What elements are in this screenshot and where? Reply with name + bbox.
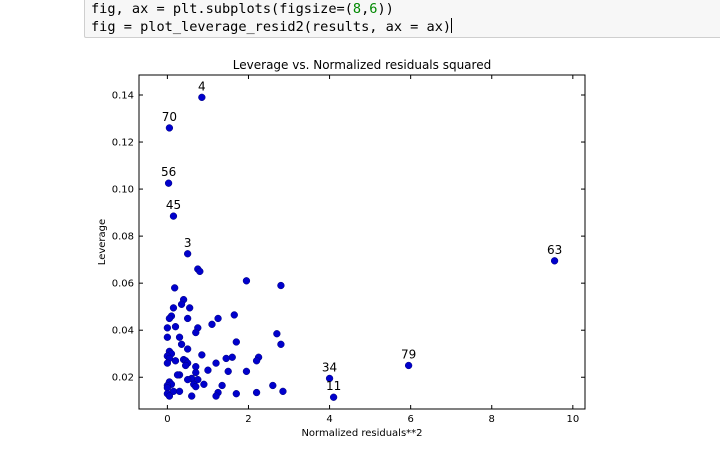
data-point <box>404 361 413 370</box>
y-tick-label: 0.08 <box>112 232 134 243</box>
data-point <box>273 330 281 338</box>
data-point <box>192 368 200 377</box>
code-line-2: fig = plot_leverage_resid2(results, ax =… <box>91 18 453 35</box>
data-point <box>325 374 334 383</box>
scatter-chart: Leverage vs. Normalized residuals square… <box>97 58 586 439</box>
data-point <box>232 338 240 346</box>
data-point <box>269 381 277 390</box>
y-tick-label: 0.04 <box>112 326 134 337</box>
data-point <box>188 392 196 400</box>
data-point <box>230 311 238 319</box>
data-point <box>186 304 194 312</box>
x-tick-label: 10 <box>566 414 579 425</box>
chart-title: Leverage vs. Normalized residuals square… <box>233 58 491 72</box>
data-point <box>175 387 184 396</box>
data-point <box>165 314 174 323</box>
data-point <box>165 392 174 400</box>
data-point <box>212 392 220 400</box>
point-annotation: 79 <box>401 347 416 361</box>
y-tick-label: 0.14 <box>112 90 134 101</box>
point-annotation: 34 <box>322 360 337 374</box>
data-point <box>232 390 240 398</box>
data-point <box>279 387 287 396</box>
y-tick-label: 0.06 <box>112 279 134 290</box>
point-annotation: 70 <box>162 110 177 124</box>
point-annotation: 3 <box>184 236 192 250</box>
data-point <box>214 314 222 323</box>
x-tick-label: 8 <box>489 414 495 425</box>
code-number: 8 <box>352 1 362 17</box>
x-tick-label: 4 <box>326 414 332 425</box>
data-point <box>184 314 192 323</box>
x-tick-label: 0 <box>164 414 170 425</box>
data-point <box>163 359 172 367</box>
data-point <box>228 353 236 361</box>
point-annotation: 63 <box>547 243 562 257</box>
data-point <box>277 281 285 290</box>
data-point <box>163 333 172 341</box>
data-point <box>184 250 192 258</box>
y-axis-label: Leverage <box>97 219 108 265</box>
data-point <box>194 375 202 384</box>
data-point <box>184 375 192 384</box>
data-point <box>212 359 220 367</box>
data-point <box>196 267 204 276</box>
point-annotation: 4 <box>198 79 206 93</box>
data-point <box>171 284 179 292</box>
data-point <box>164 179 173 187</box>
data-point <box>184 345 192 353</box>
data-point <box>200 380 208 388</box>
point-annotation: 11 <box>326 379 341 393</box>
data-point <box>169 304 178 312</box>
data-point <box>177 340 186 348</box>
data-point <box>198 93 206 101</box>
code-line-1: fig, ax = plt.subplots(figsize=(8,6)) <box>91 1 394 17</box>
data-point <box>222 354 230 363</box>
data-point <box>224 367 232 376</box>
y-tick-label: 0.02 <box>112 373 134 384</box>
data-point <box>329 393 338 401</box>
x-tick-label: 6 <box>407 414 413 425</box>
text-cursor <box>451 18 453 33</box>
x-axis-label: Normalized residuals**2 <box>301 428 422 439</box>
y-tick-label: 0.10 <box>112 185 134 196</box>
point-annotation: 56 <box>161 165 176 179</box>
data-point <box>550 257 559 265</box>
data-point <box>163 324 172 332</box>
data-point <box>252 388 261 397</box>
data-point <box>252 357 261 365</box>
data-point <box>277 340 285 348</box>
data-point <box>192 328 200 337</box>
data-point <box>218 381 226 390</box>
point-annotation: 45 <box>166 198 181 212</box>
data-point <box>208 320 216 328</box>
data-point <box>171 323 180 331</box>
code-cell[interactable]: fig, ax = plt.subplots(figsize=(8,6)) fi… <box>84 0 720 38</box>
data-point <box>181 361 190 370</box>
data-point <box>173 371 182 379</box>
data-point <box>171 357 180 365</box>
data-point <box>192 383 200 391</box>
plot-frame <box>138 74 586 410</box>
data-point <box>169 212 178 220</box>
code-number: 6 <box>369 1 378 17</box>
y-tick-label: 0.12 <box>112 138 134 149</box>
data-point <box>242 367 251 376</box>
data-point <box>175 333 184 341</box>
data-point <box>177 300 186 308</box>
x-tick-label: 2 <box>245 414 251 425</box>
data-point <box>242 277 251 285</box>
data-point <box>198 351 206 359</box>
data-point <box>165 124 174 132</box>
data-point <box>204 366 212 374</box>
